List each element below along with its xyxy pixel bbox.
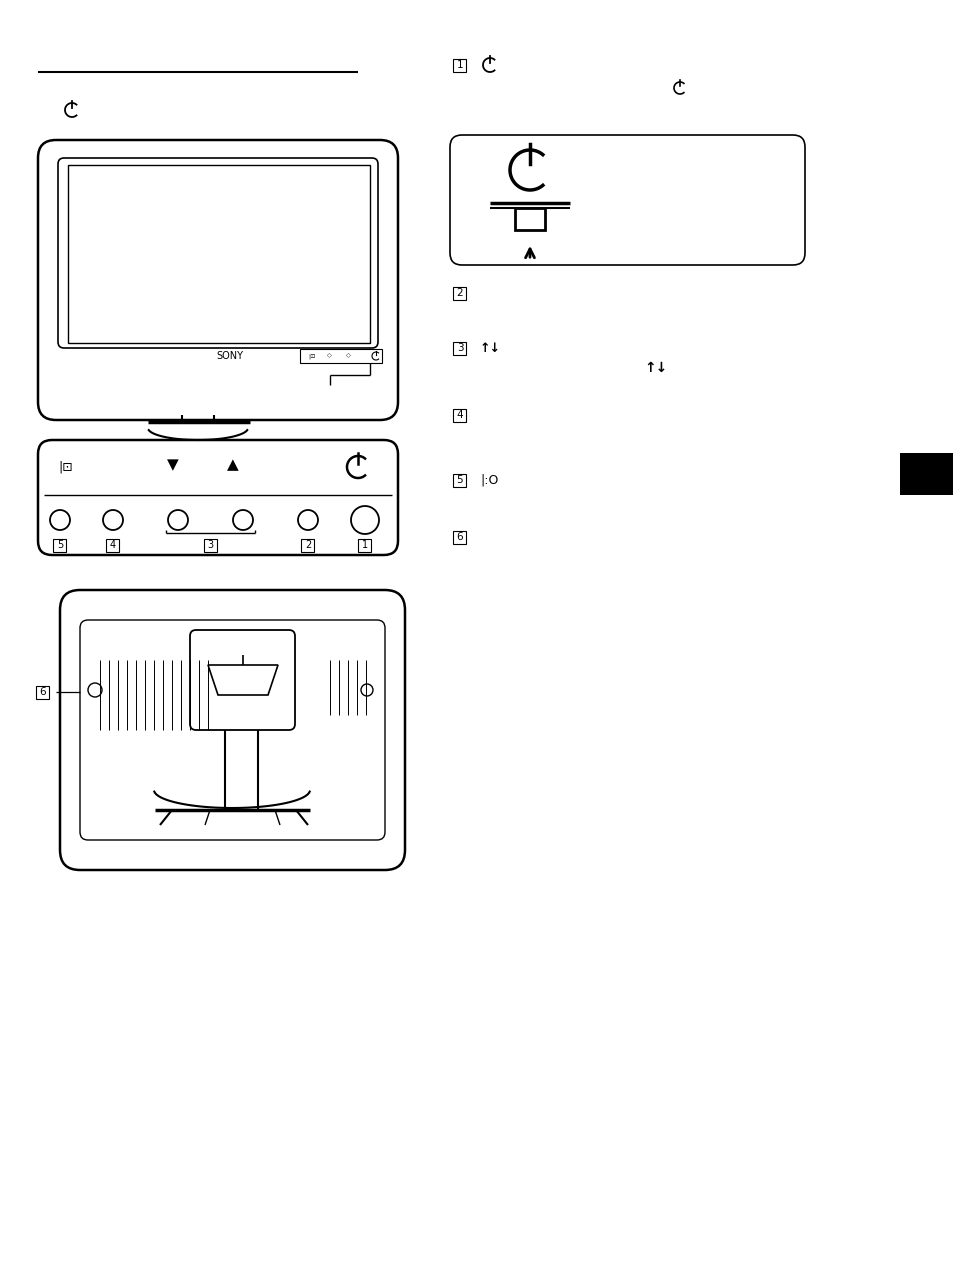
Bar — [453, 287, 466, 299]
Text: |⊡: |⊡ — [58, 460, 72, 474]
FancyBboxPatch shape — [60, 590, 405, 870]
Bar — [53, 539, 67, 552]
Text: 4: 4 — [456, 410, 463, 420]
Text: ↑↓: ↑↓ — [643, 361, 666, 375]
Text: 3: 3 — [456, 343, 463, 353]
FancyBboxPatch shape — [450, 135, 804, 265]
Bar — [453, 59, 466, 71]
Text: 4: 4 — [110, 540, 116, 550]
Text: SONY: SONY — [216, 352, 243, 361]
Text: 1: 1 — [456, 60, 463, 70]
Text: ▲: ▲ — [227, 457, 238, 473]
Text: |⊡: |⊡ — [308, 353, 315, 359]
Text: 5: 5 — [456, 475, 463, 485]
Circle shape — [103, 510, 123, 530]
Text: 6: 6 — [40, 687, 47, 697]
Bar — [453, 409, 466, 422]
Text: |:O: |:O — [479, 474, 497, 487]
Bar — [515, 208, 544, 231]
Bar — [453, 530, 466, 544]
Text: ↑↓: ↑↓ — [479, 341, 500, 354]
Circle shape — [297, 510, 317, 530]
FancyBboxPatch shape — [190, 631, 294, 730]
Circle shape — [351, 506, 378, 534]
FancyBboxPatch shape — [80, 620, 385, 840]
Circle shape — [168, 510, 188, 530]
Text: 1: 1 — [361, 540, 368, 550]
Bar — [107, 539, 119, 552]
Text: ◇: ◇ — [346, 353, 351, 358]
Bar — [36, 685, 50, 698]
Bar — [358, 539, 371, 552]
Circle shape — [88, 683, 102, 697]
FancyBboxPatch shape — [58, 158, 377, 348]
Text: 3: 3 — [207, 540, 213, 550]
Bar — [453, 341, 466, 354]
Text: 2: 2 — [456, 288, 463, 298]
Bar — [204, 539, 216, 552]
Circle shape — [233, 510, 253, 530]
Text: 2: 2 — [305, 540, 311, 550]
Bar — [899, 454, 953, 496]
Circle shape — [360, 684, 373, 696]
Bar — [299, 349, 381, 363]
Bar — [301, 539, 314, 552]
FancyBboxPatch shape — [38, 140, 397, 420]
Text: 5: 5 — [57, 540, 63, 550]
FancyBboxPatch shape — [38, 440, 397, 555]
Bar — [68, 166, 370, 343]
Text: ◇: ◇ — [327, 353, 332, 358]
Text: ▼: ▼ — [167, 457, 178, 473]
Circle shape — [50, 510, 70, 530]
Bar — [453, 474, 466, 487]
Text: 6: 6 — [456, 533, 463, 541]
